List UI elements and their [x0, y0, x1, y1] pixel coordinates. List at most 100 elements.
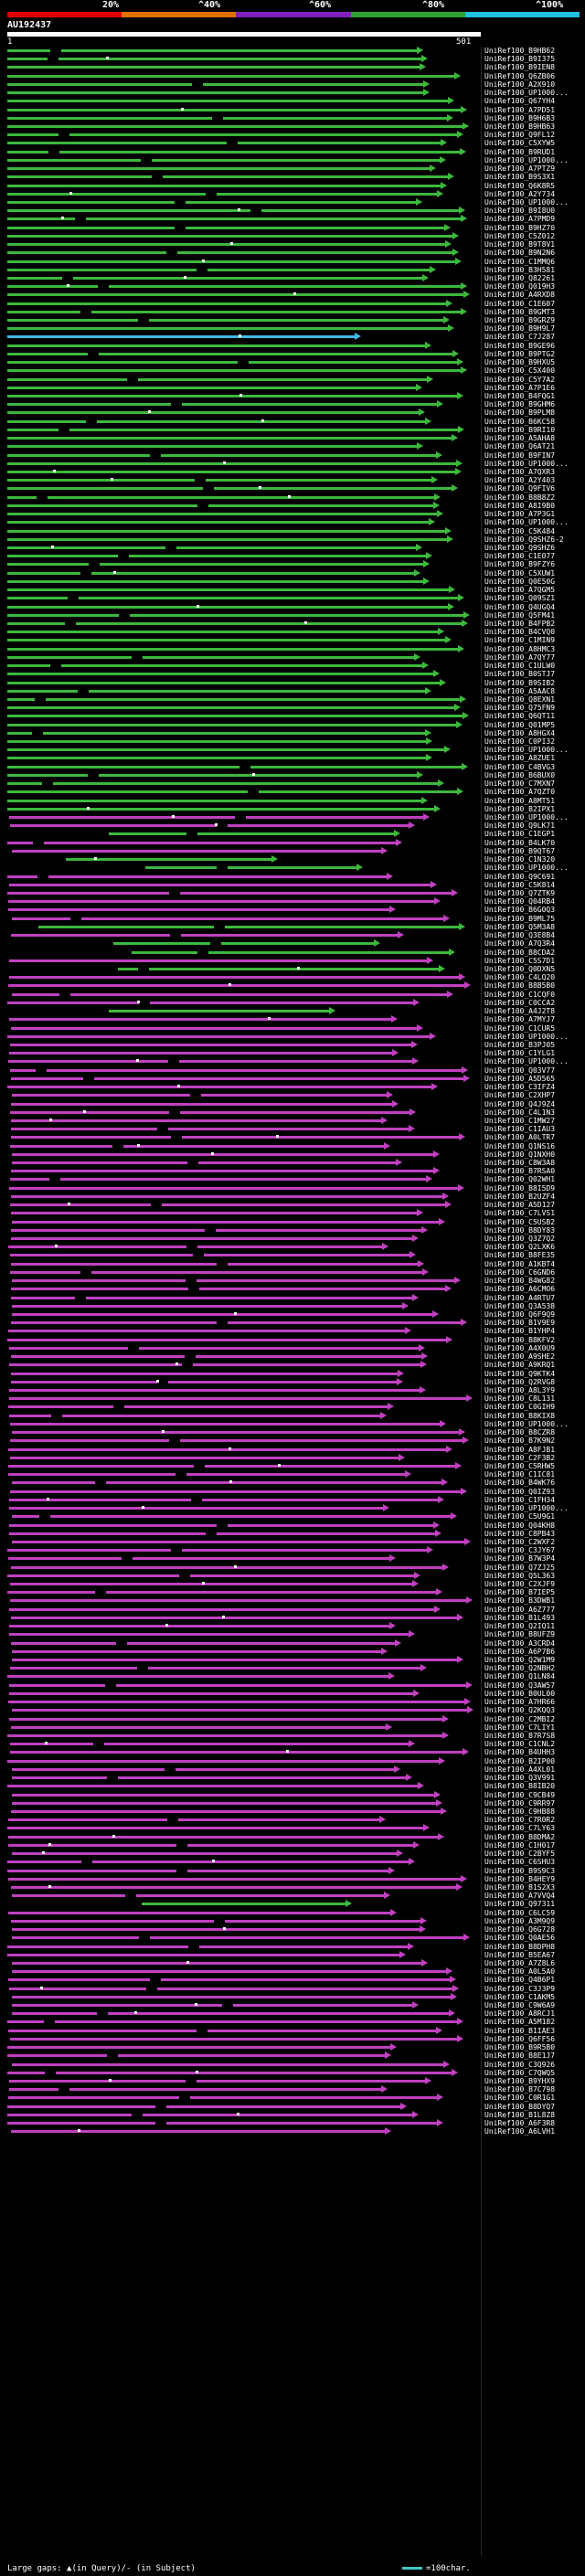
hit-row[interactable]: UniRef100_C2F3B2 — [0, 1453, 585, 1462]
hit-label[interactable]: UniRef100_A8ZUE1 — [484, 754, 556, 763]
hit-row[interactable]: UniRef100_B8DMA2 — [0, 1832, 585, 1841]
hit-label[interactable]: UniRef100_C7R0R2 — [484, 1816, 556, 1825]
hit-label[interactable]: UniRef100_C5K814 — [484, 880, 556, 889]
hit-row[interactable]: UniRef100_C9RR97 — [0, 1798, 585, 1807]
hit-row[interactable]: UniRef100_B4UHH3 — [0, 1748, 585, 1756]
hit-label[interactable]: UniRef100_A9KRQ1 — [484, 1361, 556, 1370]
hit-label[interactable]: UniRef100_B9HB62 — [484, 47, 556, 55]
hit-row[interactable]: UniRef100_B9S3X1 — [0, 173, 585, 181]
hit-row[interactable]: UniRef100_A9KRQ1 — [0, 1361, 585, 1369]
hit-row[interactable]: UniRef100_B9R5B0 — [0, 2043, 585, 2051]
hit-row[interactable]: UniRef100_Q09SZ1 — [0, 594, 585, 602]
hit-label[interactable]: UniRef100_UP1000... — [484, 459, 569, 468]
hit-row[interactable]: UniRef100_A7HR66 — [0, 1698, 585, 1706]
hit-label[interactable]: UniRef100_B9H9L7 — [484, 324, 556, 334]
hit-row[interactable]: UniRef100_C1IC81 — [0, 1470, 585, 1479]
hit-row[interactable]: UniRef100_B8DYQ7 — [0, 2102, 585, 2111]
hit-row[interactable]: UniRef100_B8DPH8 — [0, 1942, 585, 1951]
hit-label[interactable]: UniRef100_A7Q3R4 — [484, 939, 556, 949]
hit-row[interactable]: UniRef100_Q5L363 — [0, 1571, 585, 1580]
hit-label[interactable]: UniRef100_Q7ZTK9 — [484, 889, 556, 897]
hit-row[interactable]: UniRef100_A5AHA8 — [0, 434, 585, 442]
hit-row[interactable]: UniRef100_A7QXR3 — [0, 468, 585, 476]
hit-row[interactable]: UniRef100_A7PMD9 — [0, 215, 585, 223]
hit-label[interactable]: UniRef100_B8KIX8 — [484, 1411, 556, 1420]
hit-label[interactable]: UniRef100_B5EA67 — [484, 1950, 556, 1959]
hit-row[interactable]: UniRef100_A3M9Q9 — [0, 1916, 585, 1925]
hit-label[interactable]: UniRef100_A7QY77 — [484, 652, 556, 662]
hit-row[interactable]: UniRef100_B4CVQ0 — [0, 628, 585, 636]
hit-label[interactable]: UniRef100_Q2RVG8 — [484, 1377, 556, 1386]
hit-row[interactable]: UniRef100_UP1000... — [0, 813, 585, 822]
hit-label[interactable]: UniRef100_Q9KTK4 — [484, 1369, 556, 1378]
hit-row[interactable]: UniRef100_A4RXD8 — [0, 291, 585, 299]
hit-row[interactable]: UniRef100_B1L493 — [0, 1613, 585, 1622]
hit-label[interactable]: UniRef100_B4WG82 — [484, 1277, 556, 1286]
hit-label[interactable]: UniRef100_B7RSA0 — [484, 1167, 556, 1176]
hit-label[interactable]: UniRef100_C1ULW0 — [484, 662, 556, 671]
hit-label[interactable]: UniRef100_B8KFV2 — [484, 1335, 556, 1344]
hit-label[interactable]: UniRef100_C1CQF0 — [484, 990, 556, 999]
hit-label[interactable]: UniRef100_Q75FN9 — [484, 704, 556, 713]
hit-label[interactable]: UniRef100_Q03V77 — [484, 1065, 556, 1075]
hit-row[interactable]: UniRef100_B9PTG2 — [0, 349, 585, 358]
hit-row[interactable]: UniRef100_Q6QT11 — [0, 712, 585, 720]
hit-row[interactable]: UniRef100_B4FPB2 — [0, 619, 585, 628]
hit-label[interactable]: UniRef100_Q3AW57 — [484, 1680, 556, 1690]
hit-row[interactable]: UniRef100_Q6G728 — [0, 1925, 585, 1934]
hit-label[interactable]: UniRef100_Q019H3 — [484, 282, 556, 292]
hit-label[interactable]: UniRef100_B9RI10 — [484, 425, 556, 434]
hit-row[interactable]: UniRef100_B9I375 — [0, 55, 585, 63]
hit-row[interactable]: UniRef100_B9RUD1 — [0, 147, 585, 156]
hit-label[interactable]: UniRef100_B9I375 — [484, 55, 556, 64]
hit-label[interactable]: UniRef100_B9S9C3 — [484, 1866, 556, 1875]
hit-label[interactable]: UniRef100_B2IP00 — [484, 1756, 556, 1765]
hit-row[interactable]: UniRef100_C7R0R2 — [0, 1816, 585, 1824]
hit-row[interactable]: UniRef100_A7P3G1 — [0, 510, 585, 518]
hit-label[interactable]: UniRef100_A4XL01 — [484, 1765, 556, 1774]
hit-label[interactable]: UniRef100_A6LVH1 — [484, 2127, 556, 2136]
hit-row[interactable]: UniRef100_UP1000... — [0, 89, 585, 97]
hit-label[interactable]: UniRef100_C2WXF2 — [484, 1537, 556, 1546]
hit-label[interactable]: UniRef100_C1YLG1 — [484, 1049, 556, 1058]
hit-label[interactable]: UniRef100_A7HR66 — [484, 1698, 556, 1707]
hit-label[interactable]: UniRef100_C5U9G1 — [484, 1512, 556, 1521]
hit-row[interactable]: UniRef100_C2BYF5 — [0, 1850, 585, 1858]
hit-label[interactable]: UniRef100_C7LY63 — [484, 1824, 556, 1833]
hit-label[interactable]: UniRef100_A7QXR3 — [484, 468, 556, 476]
hit-row[interactable]: UniRef100_Q2IQ11 — [0, 1622, 585, 1630]
hit-label[interactable]: UniRef100_A7QGM5 — [484, 586, 556, 595]
hit-row[interactable]: UniRef100_Q5FM41 — [0, 610, 585, 620]
hit-row[interactable]: UniRef100_C7LVS1 — [0, 1209, 585, 1217]
hit-row[interactable]: UniRef100_A4XL01 — [0, 1765, 585, 1774]
hit-row[interactable]: UniRef100_C5XUW1 — [0, 568, 585, 578]
hit-row[interactable]: UniRef100_C3Q926 — [0, 2060, 585, 2069]
hit-row[interactable]: UniRef100_B7R7S8 — [0, 1732, 585, 1740]
hit-row[interactable]: UniRef100_C4LQ20 — [0, 973, 585, 981]
hit-label[interactable]: UniRef100_Q7ZJ25 — [484, 1563, 556, 1572]
hit-label[interactable]: UniRef100_B9IEN8 — [484, 63, 556, 72]
hit-label[interactable]: UniRef100_B9GE96 — [484, 341, 556, 350]
hit-row[interactable]: UniRef100_Q0AE56 — [0, 1934, 585, 1942]
hit-label[interactable]: UniRef100_B9GMT3 — [484, 307, 556, 316]
hit-row[interactable]: UniRef100_B8B8Z2 — [0, 493, 585, 502]
hit-row[interactable]: UniRef100_B9YHX9 — [0, 2077, 585, 2085]
hit-row[interactable]: UniRef100_C1FH34 — [0, 1495, 585, 1504]
hit-row[interactable]: UniRef100_A5AAC8 — [0, 686, 585, 695]
hit-row[interactable]: UniRef100_Q4B6P1 — [0, 1976, 585, 1984]
hit-row[interactable]: UniRef100_A4RTU7 — [0, 1293, 585, 1302]
hit-label[interactable]: UniRef100_B0UL00 — [484, 1689, 556, 1698]
hit-label[interactable]: UniRef100_C1IC81 — [484, 1470, 556, 1479]
hit-label[interactable]: UniRef100_B4CVQ0 — [484, 628, 556, 637]
hit-row[interactable]: UniRef100_B4WK76 — [0, 1479, 585, 1487]
hit-label[interactable]: UniRef100_Q3A538 — [484, 1301, 556, 1310]
hit-label[interactable]: UniRef100_B2IPX1 — [484, 804, 556, 813]
hit-row[interactable]: UniRef100_C2WXF2 — [0, 1537, 585, 1546]
hit-row[interactable]: UniRef100_C1AKM5 — [0, 1992, 585, 2001]
hit-label[interactable]: UniRef100_B7W3P4 — [484, 1554, 556, 1564]
hit-row[interactable]: UniRef100_Q04KH8 — [0, 1521, 585, 1530]
hit-row[interactable]: UniRef100_A1KBT4 — [0, 1259, 585, 1268]
hit-row[interactable]: UniRef100_A2X910 — [0, 80, 585, 89]
hit-row[interactable]: UniRef100_Q1LN84 — [0, 1672, 585, 1680]
hit-row[interactable]: UniRef100_A6Z777 — [0, 1605, 585, 1614]
